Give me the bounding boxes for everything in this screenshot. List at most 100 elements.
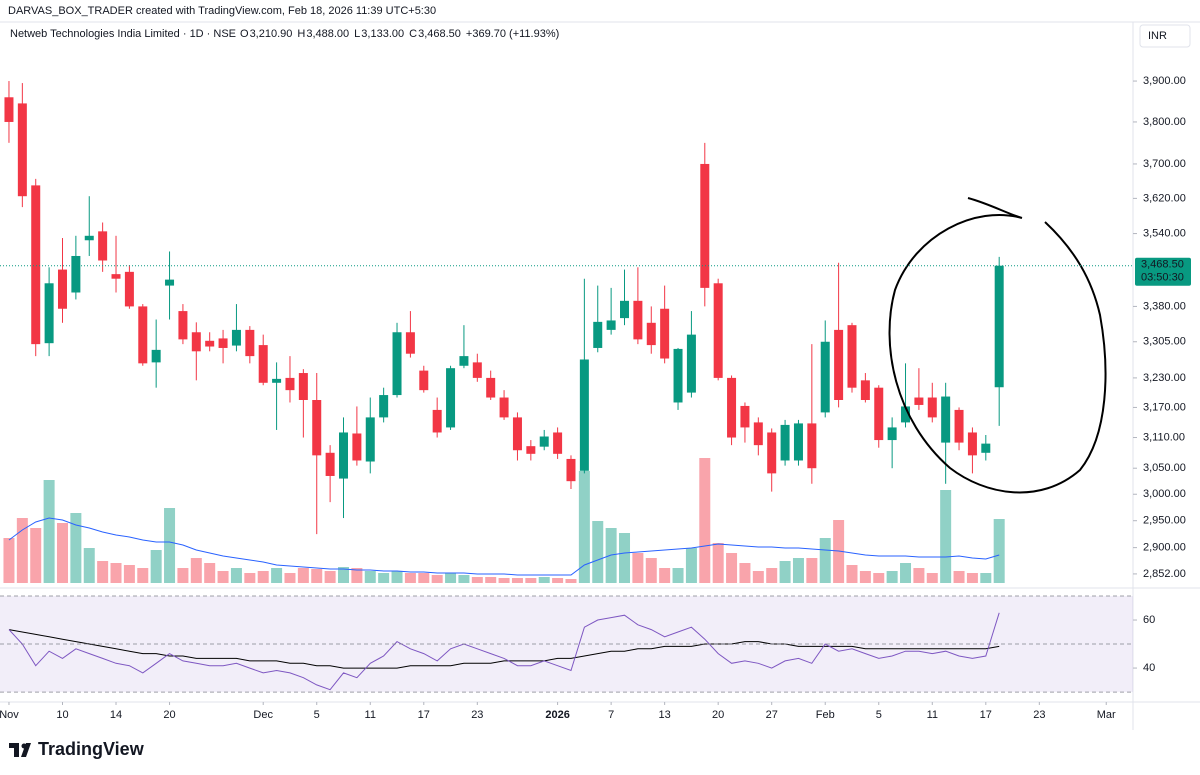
volume-bar — [940, 490, 952, 583]
candle-body — [379, 395, 389, 418]
volume-bar — [779, 561, 791, 583]
volume-bar — [685, 548, 697, 583]
candle-body — [820, 341, 830, 413]
candle-body — [124, 271, 134, 307]
candle-body — [205, 340, 215, 347]
x-tick-label: 2026 — [545, 709, 569, 721]
candle-body — [593, 321, 603, 348]
y-tick-label: 3,540.00 — [1143, 227, 1186, 239]
volume-bar — [445, 573, 457, 583]
candle-body — [753, 422, 763, 446]
rsi-line — [8, 612, 1000, 691]
y-tick-label: 3,800.00 — [1143, 116, 1186, 128]
candle-body — [138, 306, 148, 364]
candle-body — [165, 279, 175, 286]
volume-bar — [271, 568, 283, 583]
volume-bar — [966, 573, 978, 583]
candle-body — [633, 300, 643, 340]
volume-bar — [873, 573, 885, 583]
x-tick-label: Dec — [253, 709, 273, 721]
volume-bar — [230, 568, 242, 583]
x-tick-label: 14 — [110, 709, 122, 721]
candle-body — [807, 423, 817, 469]
volume-bar — [70, 513, 82, 583]
y-tick-label: 3,230.00 — [1143, 372, 1186, 384]
x-tick-label: Nov — [0, 709, 19, 721]
legend-key: H — [297, 28, 305, 40]
x-tick-label: 7 — [608, 709, 614, 721]
volume-bar — [83, 548, 95, 583]
candle-body — [365, 417, 375, 462]
volume-bar — [792, 558, 804, 583]
volume-bar — [592, 521, 604, 583]
y-tick-label: 3,900.00 — [1143, 75, 1186, 87]
candle-body — [539, 436, 549, 447]
symbol-title: Netweb Technologies India Limited · 1D ·… — [10, 28, 236, 40]
candle-body — [673, 348, 683, 403]
volume-bar — [819, 538, 831, 583]
legend-key: L — [354, 28, 360, 40]
volume-bar — [364, 571, 376, 583]
candle-body — [44, 283, 54, 344]
volume-bar — [378, 573, 390, 583]
volume-bar — [980, 573, 992, 583]
x-tick-label: 23 — [1033, 709, 1045, 721]
volume-bar — [404, 573, 416, 583]
candle-body — [298, 373, 308, 400]
volume-bar — [726, 553, 738, 583]
candle-body — [887, 427, 897, 441]
legend-value: 3,133.00 — [361, 28, 404, 40]
currency[interactable]: INR — [1148, 30, 1167, 42]
volume-bar — [485, 577, 497, 583]
volume-bar — [284, 573, 296, 583]
candle-body — [700, 163, 710, 288]
candle-body — [312, 399, 322, 456]
x-tick-label: 11 — [365, 709, 376, 721]
y-tick-label: 2,900.00 — [1143, 542, 1186, 554]
x-tick-label: 17 — [980, 709, 992, 721]
candle-body — [272, 378, 282, 383]
candle-body — [84, 235, 94, 241]
candle-body — [646, 322, 656, 346]
candle-body — [472, 362, 482, 378]
y-tick-label: 3,050.00 — [1143, 462, 1186, 474]
currency-button[interactable] — [1139, 24, 1191, 48]
volume-bar — [926, 573, 938, 583]
candle-body — [860, 380, 870, 400]
candle-body — [419, 370, 429, 391]
candle-body — [927, 397, 937, 418]
x-tick-label: 20 — [712, 709, 724, 721]
x-tick-label: 5 — [314, 709, 320, 721]
volume-bar — [137, 568, 149, 583]
volume-bar — [498, 578, 510, 583]
ohlc-legend: O 3,210.90 H 3,488.00 L 3,133.00 C 3,468.50 +369… — [240, 28, 559, 40]
volume-bar — [431, 575, 443, 583]
volume-bar — [351, 568, 363, 583]
volume-bar — [97, 561, 109, 583]
candle-body — [17, 103, 27, 197]
legend-value: 3,468.50 — [418, 28, 461, 40]
candle-body — [767, 432, 777, 474]
y-tick-label: 3,305.00 — [1143, 336, 1186, 348]
volume-bar — [900, 563, 912, 583]
candle-body — [566, 458, 576, 482]
volume-bar — [324, 571, 336, 583]
volume-bar — [3, 538, 15, 583]
volume-bar — [391, 571, 403, 583]
candle-body — [71, 255, 81, 293]
rsi-tick-label: 60 — [1143, 614, 1155, 626]
volume-bar — [418, 573, 430, 583]
volume-bar — [645, 558, 657, 583]
x-tick-label: 10 — [56, 709, 68, 721]
x-tick-label: Mar — [1097, 709, 1116, 721]
candle-body — [553, 432, 563, 454]
countdown: 03:50:30 — [1141, 272, 1184, 284]
plot-area — [0, 81, 1133, 693]
x-tick-label: 5 — [876, 709, 882, 721]
candle-body — [512, 417, 522, 451]
candle-body — [218, 338, 228, 348]
volume-bar — [177, 568, 189, 583]
candle-body — [834, 329, 844, 400]
volume-bar — [846, 565, 858, 583]
candle-body — [111, 274, 121, 279]
